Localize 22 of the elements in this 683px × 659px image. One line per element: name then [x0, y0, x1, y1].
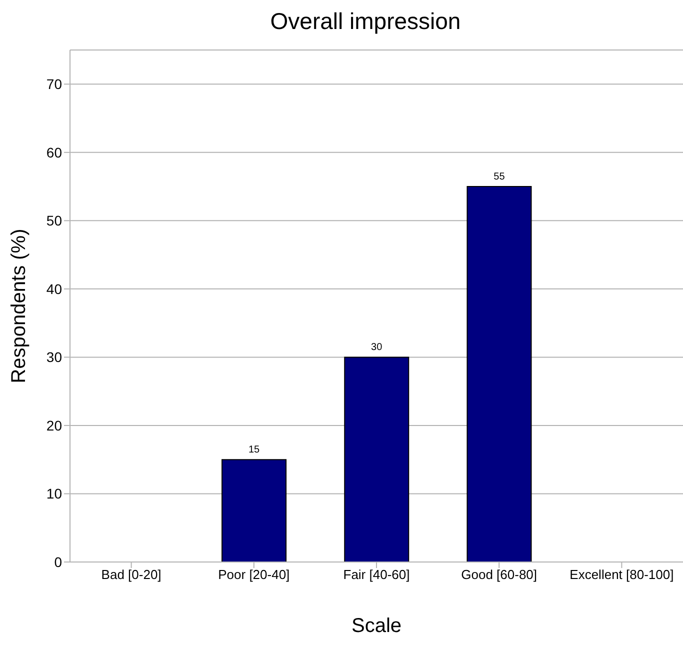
y-tick-label: 30: [46, 349, 62, 366]
y-tick-label: 10: [46, 486, 62, 502]
y-tick-label: 0: [54, 554, 62, 570]
bar: [222, 459, 287, 562]
y-tick-label: 60: [46, 144, 62, 160]
bar: [466, 186, 532, 562]
y-tick-label: 70: [46, 76, 62, 92]
x-tick-label: Excellent [80-100]: [570, 567, 674, 582]
x-tick-label: Poor [20-40]: [218, 567, 290, 582]
y-tick-label: 50: [46, 212, 62, 229]
x-axis-title: Scale: [351, 615, 402, 637]
y-tick-label: 40: [46, 280, 62, 297]
data-label: 55: [494, 172, 506, 183]
bar: [344, 356, 410, 562]
chart-title: Overall impression: [269, 8, 462, 36]
data-label: 15: [248, 444, 260, 456]
data-label: 30: [371, 342, 383, 354]
y-tick-label: 20: [46, 417, 62, 434]
y-axis-title: Respondents (%): [8, 228, 30, 384]
x-tick-label: Fair [40-60]: [343, 567, 410, 582]
x-tick-label: Good [60-80]: [461, 567, 538, 582]
x-tick-label: Bad [0-20]: [101, 567, 162, 582]
